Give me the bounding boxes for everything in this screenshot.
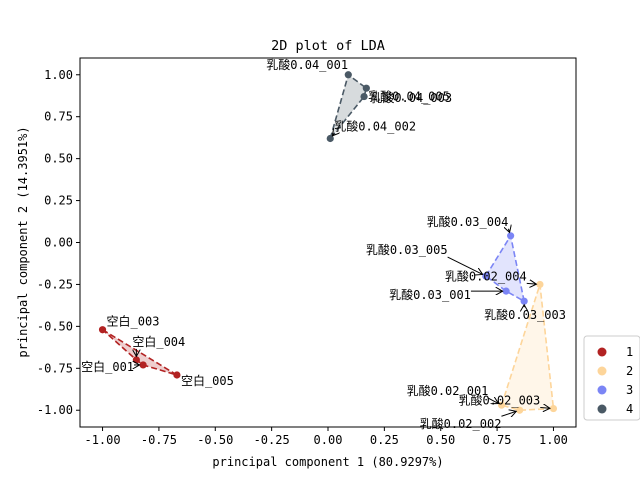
label-arrow xyxy=(332,134,334,136)
point-4 xyxy=(326,134,334,143)
x-tick-label: 0.00 xyxy=(314,433,343,447)
x-tick-label: -0.50 xyxy=(197,433,233,447)
point-1 xyxy=(139,361,147,369)
label-arrow xyxy=(540,408,550,409)
legend-label: 2 xyxy=(626,364,633,378)
x-axis-title: principal component 1 (80.9297%) xyxy=(212,455,443,469)
point-label: 乳酸0.02_004 xyxy=(445,268,527,283)
legend: 1 2 3 4 xyxy=(583,335,640,421)
point-3 xyxy=(482,272,490,280)
legend-label: 3 xyxy=(626,383,633,397)
y-tick-label: 0.25 xyxy=(44,194,73,208)
point-labels: 空白_001空白_003空白_004空白_005乳酸0.02_001乳酸0.02… xyxy=(81,57,566,431)
label-arrow xyxy=(526,283,537,284)
point-4 xyxy=(344,71,352,79)
group-hulls xyxy=(101,73,555,412)
point-label: 乳酸0.03_001 xyxy=(389,287,471,302)
x-tick-label: -0.75 xyxy=(141,433,177,447)
y-tick-label: -0.50 xyxy=(37,319,73,333)
point-label: 乳酸0.02_002 xyxy=(420,416,502,431)
point-3 xyxy=(507,232,515,240)
x-axis-ticks: -1.00 -0.75 -0.50 -0.25 0.00 0.25 0.50 0.75 1.00 xyxy=(84,427,568,447)
plot-frame xyxy=(79,57,577,428)
y-tick-label: 1.00 xyxy=(44,68,73,82)
point-label: 空白_003 xyxy=(107,314,160,329)
point-1 xyxy=(173,371,181,379)
legend-marker-4 xyxy=(597,404,607,414)
label-arrow xyxy=(501,411,516,416)
point-3 xyxy=(520,297,528,305)
legend-label: 4 xyxy=(626,402,633,416)
point-2 xyxy=(549,404,558,413)
point-3 xyxy=(502,287,510,295)
point-label: 乳酸0.03_004 xyxy=(427,214,509,229)
chart-title: 2D plot of LDA xyxy=(271,38,385,54)
point-label: 空白_004 xyxy=(132,334,185,349)
point-2 xyxy=(498,401,506,409)
x-tick-label: 1.00 xyxy=(539,433,568,447)
label-arrow xyxy=(447,256,483,274)
x-tick-label: 0.75 xyxy=(483,433,512,447)
point-label: 乳酸0.04_002 xyxy=(334,119,416,134)
x-tick-label: -1.00 xyxy=(84,433,120,447)
point-4 xyxy=(360,92,368,101)
point-label: 乳酸0.04_001 xyxy=(266,57,348,72)
point-4 xyxy=(362,84,370,92)
x-tick-label: 0.50 xyxy=(426,433,455,447)
data-points xyxy=(98,71,558,414)
point-label: 空白_001 xyxy=(81,359,134,374)
point-2 xyxy=(536,280,544,289)
x-tick-label: -0.25 xyxy=(254,433,290,447)
label-arrow xyxy=(508,229,509,233)
x-tick-label: 0.25 xyxy=(370,433,399,447)
point-label: 乳酸0.02_003 xyxy=(458,393,540,408)
point-label: 空白_005 xyxy=(181,373,234,388)
y-axis-title: principal component 2 (14.3951%) xyxy=(16,126,30,357)
y-tick-label: -1.00 xyxy=(37,403,73,417)
legend-marker-1 xyxy=(597,347,607,357)
y-axis-ticks: -1.00 -0.75 -0.50 -0.25 0.00 0.25 0.50 0.75 1.00 xyxy=(37,68,80,417)
legend-marker-2 xyxy=(597,366,607,376)
point-label: 乳酸0.02_001 xyxy=(407,383,489,398)
point-label: 乳酸0.04_005 xyxy=(368,89,450,104)
y-tick-label: -0.25 xyxy=(37,277,73,291)
hull-group-4 xyxy=(329,73,368,140)
legend-marker-3 xyxy=(597,385,607,395)
point-label: 乳酸0.03_005 xyxy=(366,242,448,257)
legend-label: 1 xyxy=(626,345,633,359)
legend-frame xyxy=(583,335,640,421)
point-2 xyxy=(516,406,524,414)
point-1 xyxy=(98,326,107,334)
y-tick-label: 0.50 xyxy=(44,152,73,166)
point-label: 乳酸0.03_003 xyxy=(484,307,566,322)
hull-group-3 xyxy=(485,234,525,303)
y-tick-label: 0.75 xyxy=(44,110,73,124)
y-tick-label: -0.75 xyxy=(37,361,73,375)
hull-group-2 xyxy=(500,283,555,412)
y-tick-label: 0.00 xyxy=(44,236,73,250)
label-arrow xyxy=(488,398,498,403)
point-label: 乳酸0.04_003 xyxy=(370,90,452,105)
